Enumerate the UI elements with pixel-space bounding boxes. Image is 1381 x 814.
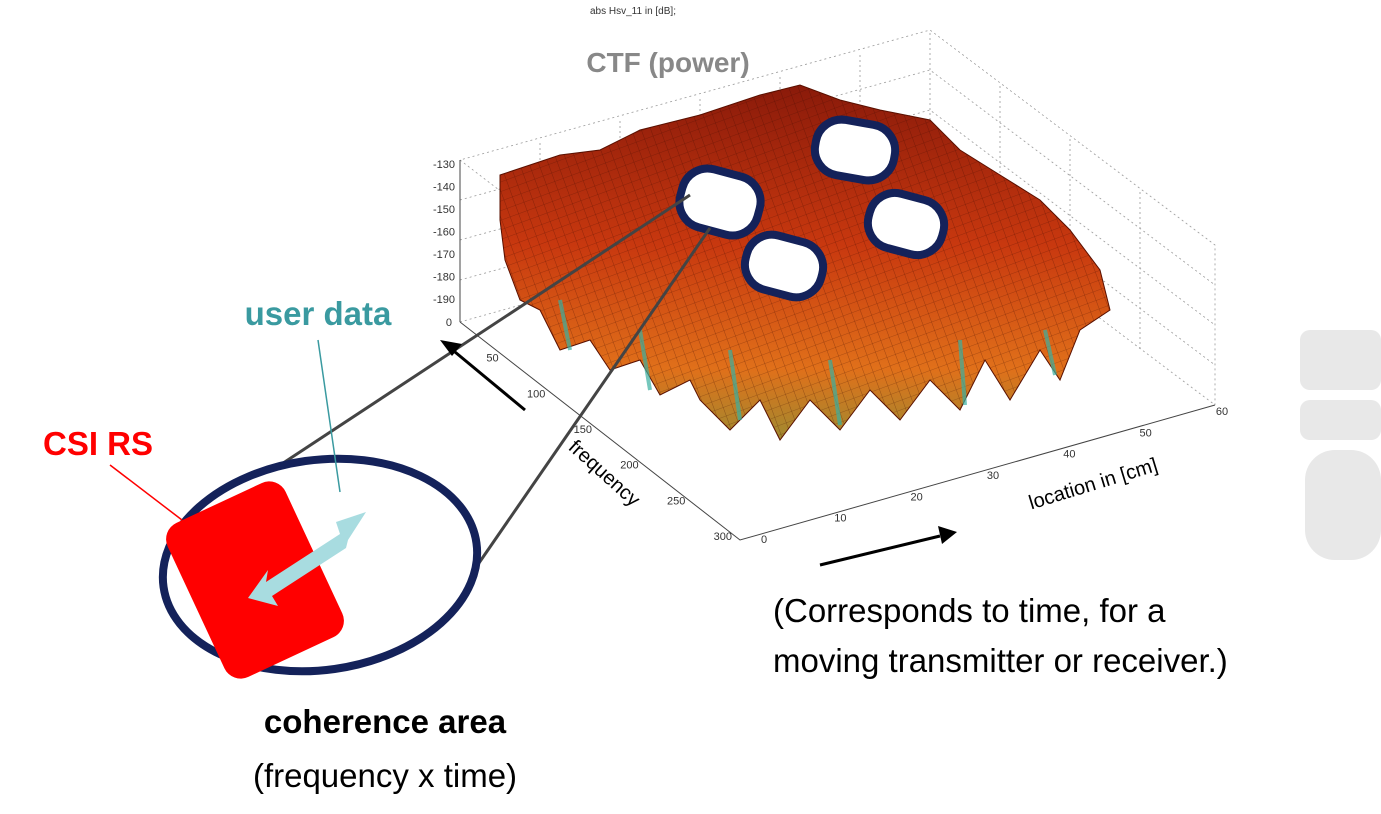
frequency-tick-label: 150 <box>574 424 592 436</box>
frequency-label: frequency <box>564 436 644 511</box>
z-tick-label: -150 <box>433 204 455 216</box>
frequency-tick-label: 250 <box>667 495 685 507</box>
coherence-title: coherence area <box>264 703 507 740</box>
double-arrow <box>248 512 366 606</box>
z-tick-label: -170 <box>433 249 455 261</box>
frequency-tick-label: 0 <box>446 317 452 329</box>
z-tick-label: -190 <box>433 294 455 306</box>
user-data-pointer <box>317 339 341 493</box>
note-line: (Corresponds to time, for a <box>773 592 1166 629</box>
plot-axes <box>459 160 1216 541</box>
z-tick-label: -140 <box>433 182 455 194</box>
location-tick-label: 40 <box>1063 449 1075 461</box>
location-tick-label: 60 <box>1216 406 1228 418</box>
ticks: -130-140-150-160-170-180-190050100150200… <box>433 159 1228 546</box>
frequency-tick-label: 100 <box>527 388 545 400</box>
location-tick-label: 30 <box>987 470 999 482</box>
location-label: location in [cm] <box>1026 454 1160 514</box>
frequency-tick-label: 50 <box>486 353 498 365</box>
user-data-label: user data <box>245 295 392 332</box>
z-tick-label: -160 <box>433 227 455 239</box>
arrows <box>440 340 957 567</box>
watermark <box>1300 330 1381 560</box>
plot-title: abs Hsv_11 in [dB]; <box>590 6 676 17</box>
location-tick-label: 10 <box>834 513 846 525</box>
plot-heading: CTF (power) <box>586 47 749 78</box>
z-tick-label: -180 <box>433 272 455 284</box>
coherence-markers <box>675 115 949 302</box>
csi-rs-pointer <box>109 464 183 521</box>
coherence-subtitle: (frequency x time) <box>253 757 517 794</box>
csi-rs-label: CSI RS <box>43 425 153 462</box>
note-line: moving transmitter or receiver.) <box>773 642 1228 679</box>
location-tick-label: 0 <box>761 534 767 546</box>
frequency-tick-label: 300 <box>714 531 732 543</box>
location-tick-label: 20 <box>911 491 923 503</box>
location-tick-label: 50 <box>1140 427 1152 439</box>
csi-rs-block <box>166 481 344 679</box>
zoom-lines <box>264 193 712 606</box>
frequency-tick-label: 200 <box>620 460 638 472</box>
z-tick-label: -130 <box>433 159 455 171</box>
